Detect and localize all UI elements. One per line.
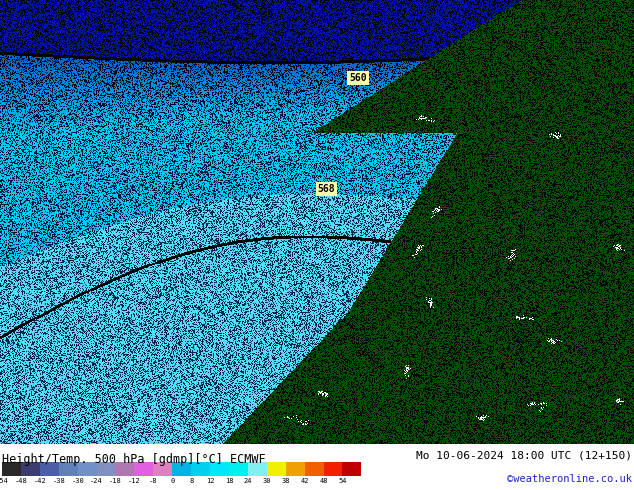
Text: -38: -38 (53, 478, 65, 484)
Bar (248, 463, 267, 476)
Bar (267, 463, 286, 476)
Bar (115, 463, 134, 476)
Text: 48: 48 (320, 478, 328, 484)
Text: 560: 560 (349, 73, 367, 83)
Bar (172, 463, 191, 476)
Text: -18: -18 (109, 478, 122, 484)
Bar (59, 463, 77, 476)
Text: -12: -12 (128, 478, 141, 484)
Text: -42: -42 (34, 478, 46, 484)
Text: 8: 8 (189, 478, 193, 484)
Bar (342, 463, 361, 476)
Text: 12: 12 (206, 478, 214, 484)
Bar (210, 463, 229, 476)
Bar (153, 463, 172, 476)
Text: ©weatheronline.co.uk: ©weatheronline.co.uk (507, 474, 632, 484)
Bar (40, 463, 59, 476)
Text: -24: -24 (90, 478, 103, 484)
Bar (191, 463, 210, 476)
Text: -48: -48 (15, 478, 27, 484)
Bar (2, 463, 21, 476)
Bar (323, 463, 342, 476)
Text: Mo 10-06-2024 18:00 UTC (12+150): Mo 10-06-2024 18:00 UTC (12+150) (416, 451, 632, 461)
Text: 0: 0 (170, 478, 174, 484)
Text: 568: 568 (318, 184, 335, 194)
Bar (229, 463, 248, 476)
Text: -30: -30 (71, 478, 84, 484)
Bar (21, 463, 40, 476)
Text: Height/Temp. 500 hPa [gdmp][°C] ECMWF: Height/Temp. 500 hPa [gdmp][°C] ECMWF (2, 453, 266, 466)
Bar (286, 463, 304, 476)
Bar (304, 463, 323, 476)
Bar (96, 463, 115, 476)
Text: 18: 18 (224, 478, 233, 484)
Bar (77, 463, 96, 476)
Text: 38: 38 (281, 478, 290, 484)
Text: 24: 24 (243, 478, 252, 484)
Text: 42: 42 (301, 478, 309, 484)
Bar (134, 463, 153, 476)
Text: 30: 30 (262, 478, 271, 484)
Text: 54: 54 (338, 478, 347, 484)
Text: -54: -54 (0, 478, 8, 484)
Text: -8: -8 (149, 478, 158, 484)
